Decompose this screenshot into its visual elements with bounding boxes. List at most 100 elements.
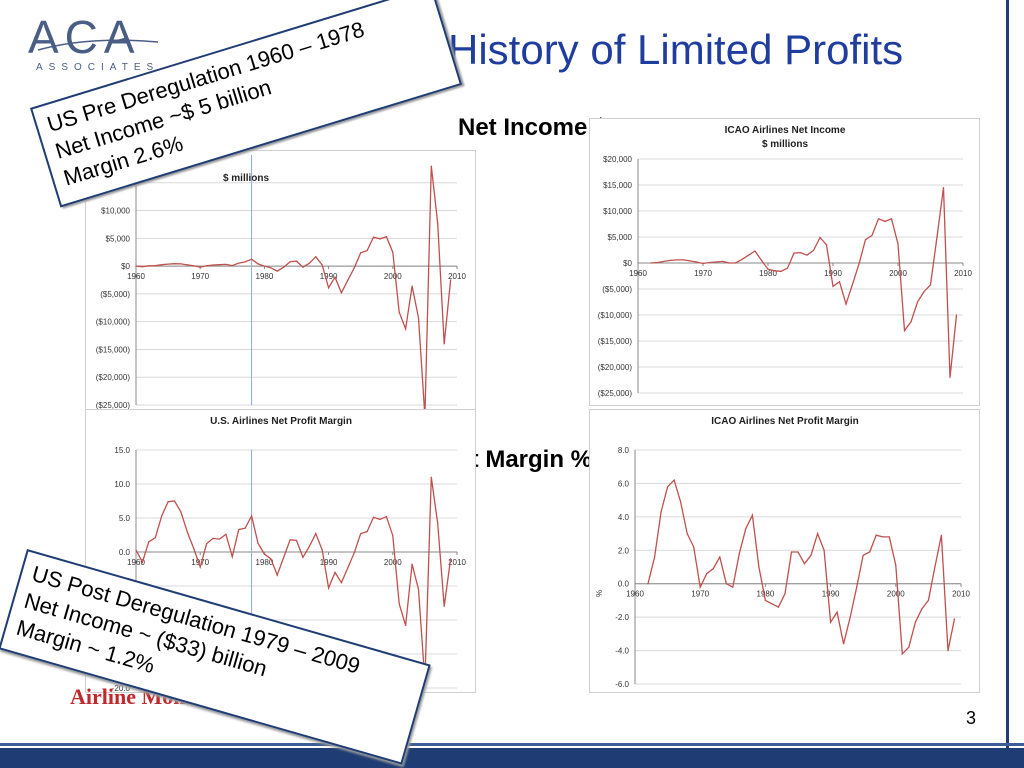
data-point (773, 270, 776, 272)
data-point (212, 537, 214, 539)
data-point (719, 556, 721, 558)
chart-title: ICAO Airlines Net Profit Margin (711, 416, 858, 427)
data-point (916, 301, 919, 303)
data-point (895, 564, 897, 566)
data-point (693, 546, 695, 548)
data-point (161, 515, 163, 517)
right-divider (1006, 0, 1009, 748)
data-point (663, 260, 665, 263)
chart-svg: ICAO Airlines Net Profit Margin -6.0 -4.0 -… (595, 416, 970, 689)
data-point (712, 568, 714, 570)
y-tick-label: -6.0 (615, 680, 629, 689)
data-point (849, 616, 851, 618)
data-point (206, 543, 208, 545)
data-point (392, 535, 394, 537)
data-point (728, 262, 730, 264)
data-point (244, 261, 246, 263)
data-point (372, 516, 375, 518)
data-point (231, 264, 233, 267)
logo-swoosh-icon (37, 37, 159, 51)
y-tick-label: $5,000 (106, 234, 131, 243)
x-tick-label: 1980 (757, 590, 775, 599)
data-point (225, 533, 227, 535)
data-point (321, 549, 323, 551)
data-point (443, 605, 445, 607)
data-point (806, 254, 808, 256)
data-point (725, 583, 727, 585)
data-point (653, 556, 656, 558)
data-point (180, 511, 182, 513)
data-point (667, 486, 669, 488)
data-point (167, 501, 169, 503)
data-point (888, 536, 890, 538)
y-axis-label: % (595, 590, 604, 597)
y-tick-label: ($20,000) (598, 363, 633, 372)
y-tick-label: ($15,000) (96, 345, 131, 354)
data-point (825, 244, 828, 246)
data-point (154, 265, 156, 267)
data-point (702, 262, 704, 265)
data-point (405, 624, 407, 627)
data-point (443, 343, 445, 345)
data-point (660, 511, 662, 513)
data-point (793, 252, 795, 254)
x-tick-label: 2000 (889, 269, 907, 278)
data-point (682, 259, 685, 261)
chart-title: $ millions (762, 139, 809, 150)
data-point (257, 263, 259, 265)
data-point (141, 561, 144, 563)
data-point (751, 514, 753, 516)
y-tick-label: ($10,000) (598, 311, 633, 320)
data-point (884, 220, 886, 222)
data-point (340, 582, 343, 584)
data-point (353, 267, 355, 269)
data-point (673, 479, 675, 481)
data-point (180, 263, 182, 265)
y-tick-label: $10,000 (603, 207, 632, 216)
y-tick-label: $10,000 (101, 207, 130, 216)
data-point (832, 285, 834, 287)
data-point (910, 321, 912, 323)
data-point (353, 552, 355, 554)
data-point (167, 263, 169, 265)
data-point (669, 259, 672, 261)
data-point (218, 264, 221, 266)
data-point (764, 599, 766, 602)
data-point (758, 566, 760, 568)
data-point (334, 276, 336, 278)
data-point (929, 284, 932, 286)
data-point (741, 258, 743, 260)
data-point (812, 249, 815, 252)
data-point (953, 618, 956, 620)
data-point (379, 238, 381, 240)
x-tick-label: 1970 (694, 269, 712, 278)
data-point (843, 643, 845, 645)
data-point (173, 263, 176, 265)
data-point (360, 252, 362, 254)
data-point (754, 250, 756, 252)
chart-title: U.S. Airlines Net Profit Margin (210, 416, 352, 427)
data-point (923, 291, 925, 293)
data-point (676, 259, 678, 261)
data-point (308, 262, 310, 264)
data-point (257, 542, 259, 544)
data-point (321, 264, 323, 266)
logo-main-text: ACA (28, 11, 141, 63)
data-point (760, 259, 763, 261)
data-point (231, 556, 233, 558)
x-tick-label: 2010 (952, 590, 970, 599)
data-point (927, 599, 929, 602)
data-point (803, 563, 806, 565)
data-point (308, 545, 310, 548)
y-tick-label: 15.0 (114, 446, 130, 455)
data-point (689, 260, 691, 262)
x-tick-label: 2000 (384, 272, 402, 281)
y-tick-label: ($20,000) (96, 373, 131, 382)
y-tick-label: -4.0 (615, 647, 629, 656)
x-tick-label: 2000 (384, 558, 402, 567)
page-title: History of Limited Profits (448, 26, 904, 73)
x-tick-label: 1990 (320, 558, 338, 567)
data-point (845, 303, 847, 305)
data-point (715, 261, 717, 263)
data-point (890, 218, 893, 220)
